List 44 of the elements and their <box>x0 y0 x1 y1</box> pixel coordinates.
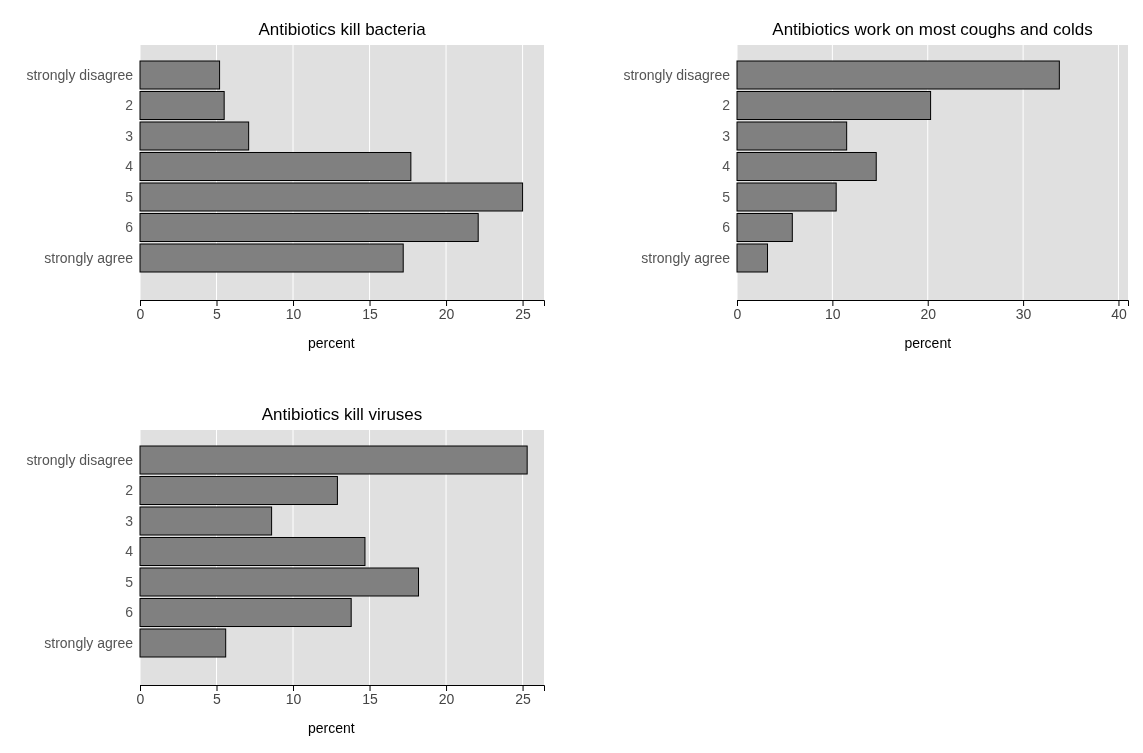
y-tick-label: 6 <box>125 219 134 236</box>
y-tick-label: 3 <box>125 127 134 144</box>
x-tick-label: 15 <box>362 690 379 707</box>
y-tick-label: 2 <box>125 97 134 114</box>
chart-title: Antibiotics work on most coughs and colds <box>772 20 1093 39</box>
x-tick-label: 30 <box>1015 305 1032 322</box>
y-tick-label: 4 <box>722 158 731 175</box>
y-tick-label: 5 <box>125 573 134 590</box>
y-tick-label: 6 <box>722 219 731 236</box>
y-tick-label: 6 <box>125 604 134 621</box>
x-tick-label: 15 <box>362 305 379 322</box>
x-tick-label: 0 <box>136 305 145 322</box>
y-tick-label: strongly agree <box>44 249 134 266</box>
x-axis-title: percent <box>307 335 355 351</box>
y-tick-label: 5 <box>125 188 134 205</box>
y-tick-label: 5 <box>722 188 731 205</box>
y-tick-label: 2 <box>125 482 134 499</box>
y-tick-label: strongly disagree <box>623 66 731 83</box>
x-tick-label: 20 <box>920 305 937 322</box>
x-tick-label: 10 <box>285 305 302 322</box>
x-axis-title: percent <box>904 335 952 351</box>
x-tick-label: 5 <box>213 305 222 322</box>
y-tick-label: strongly disagree <box>26 66 134 83</box>
y-tick-label: strongly agree <box>641 249 731 266</box>
x-tick-label: 10 <box>285 690 302 707</box>
y-tick-label: 4 <box>125 543 134 560</box>
x-tick-label: 20 <box>438 305 455 322</box>
y-tick-label: strongly agree <box>44 634 134 651</box>
y-tick-label: strongly disagree <box>26 451 134 468</box>
x-tick-label: 25 <box>515 690 532 707</box>
x-tick-label: 0 <box>136 690 145 707</box>
x-tick-label: 10 <box>825 305 841 322</box>
x-tick-label: 40 <box>1111 305 1127 322</box>
x-tick-label: 5 <box>213 690 222 707</box>
y-tick-label: 4 <box>125 158 134 175</box>
y-tick-label: 3 <box>722 127 731 144</box>
y-tick-label: 3 <box>125 512 134 529</box>
y-tick-label: 2 <box>722 97 731 114</box>
chart-title: Antibiotics kill bacteria <box>258 20 427 39</box>
x-tick-label: 0 <box>733 305 742 322</box>
x-axis-title: percent <box>307 720 355 736</box>
x-tick-label: 25 <box>515 305 532 322</box>
x-tick-label: 20 <box>438 690 455 707</box>
chart-title: Antibiotics kill viruses <box>261 405 423 424</box>
